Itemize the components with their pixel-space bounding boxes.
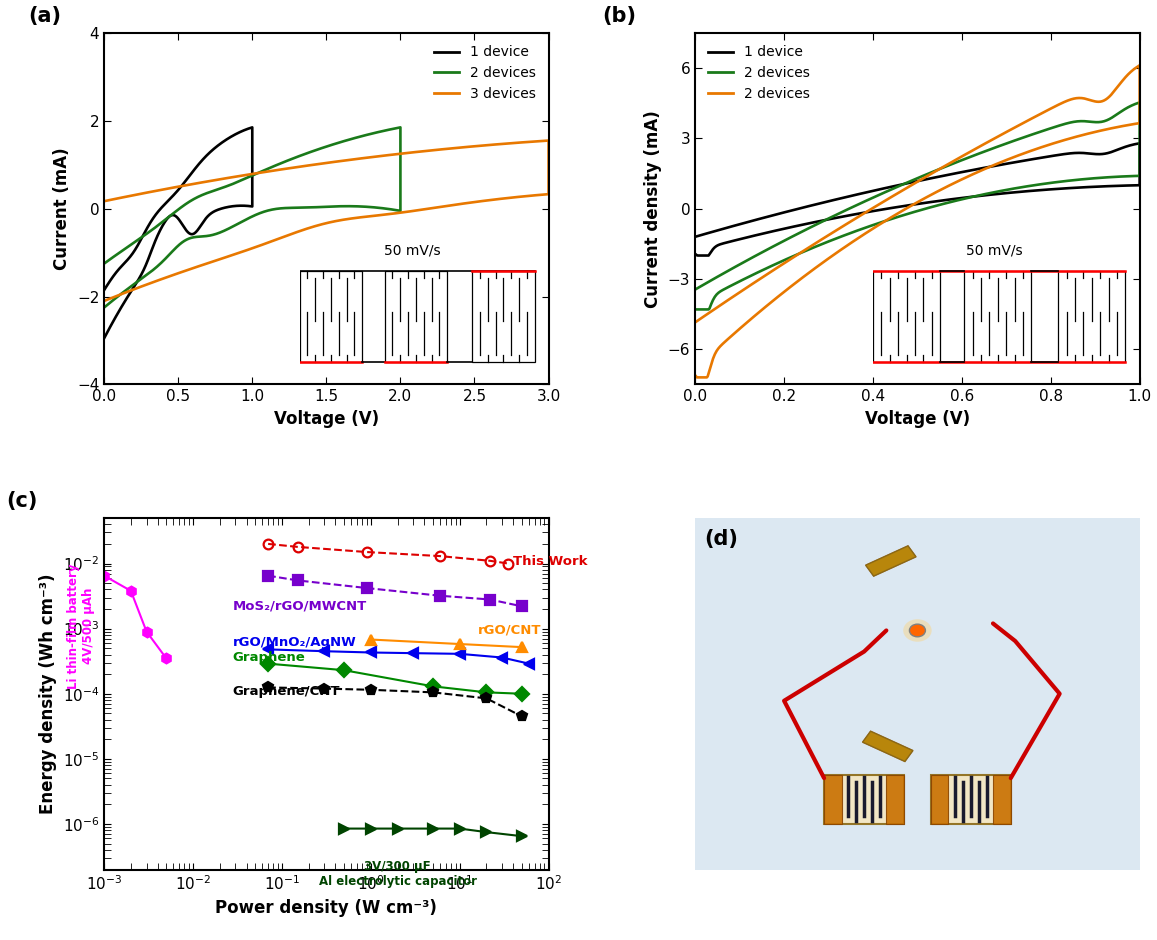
X-axis label: Voltage (V): Voltage (V) bbox=[274, 410, 378, 428]
Bar bbox=[1031, 930, 1081, 940]
Bar bbox=[863, 731, 913, 761]
Text: 50 mV/s: 50 mV/s bbox=[384, 243, 441, 258]
Bar bbox=[930, 775, 949, 823]
Text: (d): (d) bbox=[705, 528, 738, 549]
Text: rGO/CNT: rGO/CNT bbox=[478, 623, 541, 636]
Legend: 1 device, 2 devices, 2 devices: 1 device, 2 devices, 2 devices bbox=[702, 39, 816, 107]
Bar bbox=[863, 731, 913, 761]
Bar bbox=[993, 775, 1011, 823]
Text: Graphene: Graphene bbox=[233, 650, 305, 664]
Text: Li thin-film battery
4V/500 μAh: Li thin-film battery 4V/500 μAh bbox=[67, 563, 95, 689]
Bar bbox=[865, 546, 916, 576]
Bar bbox=[1031, 930, 1081, 940]
Text: 50 mV/s: 50 mV/s bbox=[966, 243, 1023, 258]
X-axis label: Power density (W cm⁻³): Power density (W cm⁻³) bbox=[215, 899, 437, 916]
Legend: 1 device, 2 devices, 3 devices: 1 device, 2 devices, 3 devices bbox=[428, 39, 541, 107]
Bar bbox=[930, 775, 1011, 823]
Text: (b): (b) bbox=[602, 7, 636, 26]
Text: (c): (c) bbox=[6, 492, 38, 511]
Y-axis label: Current (mA): Current (mA) bbox=[53, 148, 72, 270]
Circle shape bbox=[909, 624, 926, 636]
Circle shape bbox=[904, 619, 931, 642]
Bar bbox=[865, 546, 916, 576]
Text: Graphene/CNT: Graphene/CNT bbox=[233, 685, 340, 698]
Bar bbox=[886, 775, 904, 823]
Bar bbox=[824, 775, 841, 823]
Text: 3V/300 μF
Al electrolytic capacitor: 3V/300 μF Al electrolytic capacitor bbox=[318, 860, 477, 888]
Text: This Work: This Work bbox=[514, 555, 588, 568]
Y-axis label: Current density (mA): Current density (mA) bbox=[644, 110, 662, 307]
Text: MoS₂/rGO/MWCNT: MoS₂/rGO/MWCNT bbox=[233, 599, 367, 612]
Bar bbox=[824, 775, 904, 823]
Y-axis label: Energy density (Wh cm⁻³): Energy density (Wh cm⁻³) bbox=[39, 573, 57, 814]
Text: (a): (a) bbox=[29, 7, 61, 26]
Text: rGO/MnO₂/AgNW: rGO/MnO₂/AgNW bbox=[233, 635, 356, 649]
X-axis label: Voltage (V): Voltage (V) bbox=[865, 410, 970, 428]
